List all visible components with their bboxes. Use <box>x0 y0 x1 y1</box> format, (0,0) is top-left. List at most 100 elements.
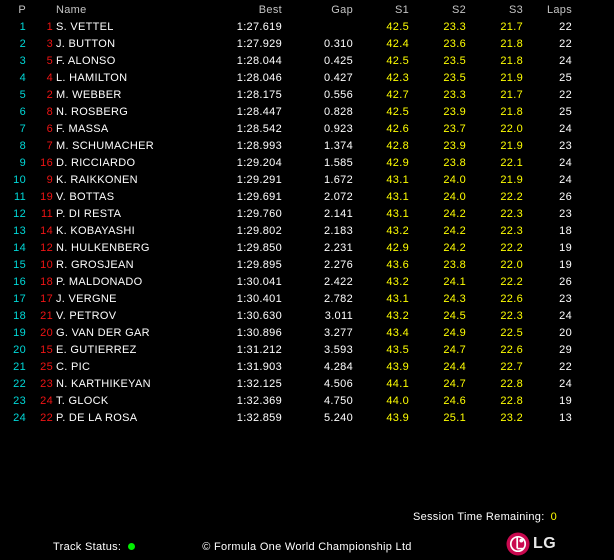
driver-name-cell: P. MALDONADO <box>56 276 143 288</box>
laps-cell: 25 <box>559 72 572 84</box>
laps-cell: 24 <box>559 157 572 169</box>
position-cell: 10 <box>13 174 26 186</box>
best-time-cell: 1:28.044 <box>236 55 282 67</box>
table-row: 23 24 T. GLOCK 1:32.369 4.750 44.0 24.6 … <box>0 393 614 410</box>
sector2-cell: 23.5 <box>443 72 466 84</box>
laps-cell: 24 <box>559 310 572 322</box>
best-time-cell: 1:28.046 <box>236 72 282 84</box>
car-number-cell: 20 <box>40 327 53 339</box>
sector1-cell: 43.1 <box>386 293 409 305</box>
position-cell: 8 <box>19 140 26 152</box>
position-cell: 18 <box>13 310 26 322</box>
driver-name-cell: P. DI RESTA <box>56 208 122 220</box>
session-time-value: 0 <box>550 511 557 523</box>
position-cell: 11 <box>13 191 26 203</box>
sector3-cell: 21.7 <box>500 89 523 101</box>
car-number-cell: 15 <box>40 344 53 356</box>
gap-cell: 5.240 <box>323 412 353 424</box>
driver-name-cell: V. PETROV <box>56 310 117 322</box>
car-number-cell: 4 <box>46 72 53 84</box>
header-gap: Gap <box>331 4 353 16</box>
lg-logo-text: LG <box>533 535 557 552</box>
best-time-cell: 1:29.691 <box>236 191 282 203</box>
sector1-cell: 43.2 <box>386 276 409 288</box>
laps-cell: 19 <box>559 259 572 271</box>
laps-cell: 22 <box>559 361 572 373</box>
track-status-label: Track Status: <box>53 541 122 553</box>
gap-cell: 1.672 <box>323 174 353 186</box>
header-s3: S3 <box>508 4 523 16</box>
best-time-cell: 1:31.212 <box>236 344 282 356</box>
gap-cell: 4.750 <box>323 395 353 407</box>
header-laps: Laps <box>546 4 572 16</box>
sector3-cell: 21.7 <box>500 21 523 33</box>
driver-name-cell: K. RAIKKONEN <box>56 174 138 186</box>
best-time-cell: 1:31.903 <box>236 361 282 373</box>
gap-cell: 3.277 <box>323 327 353 339</box>
sector2-cell: 23.8 <box>443 259 466 271</box>
sector3-cell: 22.3 <box>500 310 523 322</box>
sector1-cell: 43.9 <box>386 361 409 373</box>
sector1-cell: 42.9 <box>386 242 409 254</box>
sector1-cell: 43.9 <box>386 412 409 424</box>
laps-cell: 23 <box>559 140 572 152</box>
best-time-cell: 1:27.619 <box>236 21 282 33</box>
car-number-cell: 14 <box>40 225 53 237</box>
laps-cell: 29 <box>559 344 572 356</box>
laps-cell: 20 <box>559 327 572 339</box>
sector1-cell: 42.9 <box>386 157 409 169</box>
laps-cell: 19 <box>559 395 572 407</box>
table-body: 1 1 S. VETTEL 1:27.619 42.5 23.3 21.7 22… <box>0 19 614 427</box>
gap-cell: 0.828 <box>323 106 353 118</box>
sector3-cell: 22.2 <box>500 242 523 254</box>
car-number-cell: 1 <box>46 21 53 33</box>
driver-name-cell: M. SCHUMACHER <box>56 140 155 152</box>
driver-name-cell: J. VERGNE <box>56 293 117 305</box>
position-cell: 13 <box>13 225 26 237</box>
sector2-cell: 24.2 <box>443 208 466 220</box>
best-time-cell: 1:29.204 <box>236 157 282 169</box>
sector1-cell: 42.8 <box>386 140 409 152</box>
timing-table: P Name Best Gap S1 S2 S3 Laps 1 1 S. VET… <box>0 2 614 427</box>
driver-name-cell: N. HULKENBERG <box>56 242 150 254</box>
laps-cell: 22 <box>559 38 572 50</box>
header-s1: S1 <box>394 4 409 16</box>
position-cell: 14 <box>13 242 26 254</box>
table-row: 20 15 E. GUTIERREZ 1:31.212 3.593 43.5 2… <box>0 342 614 359</box>
table-row: 6 8 N. ROSBERG 1:28.447 0.828 42.5 23.9 … <box>0 104 614 121</box>
best-time-cell: 1:30.630 <box>236 310 282 322</box>
gap-cell: 2.183 <box>323 225 353 237</box>
car-number-cell: 23 <box>40 378 53 390</box>
sector1-cell: 43.1 <box>386 208 409 220</box>
position-cell: 4 <box>19 72 26 84</box>
laps-cell: 24 <box>559 174 572 186</box>
sector2-cell: 23.9 <box>443 140 466 152</box>
sector3-cell: 21.9 <box>500 140 523 152</box>
gap-cell: 0.556 <box>323 89 353 101</box>
gap-cell: 3.593 <box>323 344 353 356</box>
table-row: 1 1 S. VETTEL 1:27.619 42.5 23.3 21.7 22 <box>0 19 614 36</box>
gap-cell: 2.072 <box>323 191 353 203</box>
car-number-cell: 7 <box>46 140 53 152</box>
laps-cell: 22 <box>559 89 572 101</box>
table-row: 12 11 P. DI RESTA 1:29.760 2.141 43.1 24… <box>0 206 614 223</box>
best-time-cell: 1:28.993 <box>236 140 282 152</box>
sector3-cell: 22.1 <box>500 157 523 169</box>
sector2-cell: 24.3 <box>443 293 466 305</box>
gap-cell: 0.427 <box>323 72 353 84</box>
car-number-cell: 21 <box>40 310 53 322</box>
car-number-cell: 8 <box>46 106 53 118</box>
laps-cell: 18 <box>559 225 572 237</box>
position-cell: 17 <box>13 293 26 305</box>
driver-name-cell: P. DE LA ROSA <box>56 412 138 424</box>
driver-name-cell: M. WEBBER <box>56 89 122 101</box>
session-time-remaining: Session Time Remaining: 0 <box>413 509 557 526</box>
table-row: 7 6 F. MASSA 1:28.542 0.923 42.6 23.7 22… <box>0 121 614 138</box>
best-time-cell: 1:29.291 <box>236 174 282 186</box>
sector3-cell: 22.7 <box>500 361 523 373</box>
table-row: 15 10 R. GROSJEAN 1:29.895 2.276 43.6 23… <box>0 257 614 274</box>
car-number-cell: 2 <box>46 89 53 101</box>
car-number-cell: 6 <box>46 123 53 135</box>
gap-cell: 2.231 <box>323 242 353 254</box>
